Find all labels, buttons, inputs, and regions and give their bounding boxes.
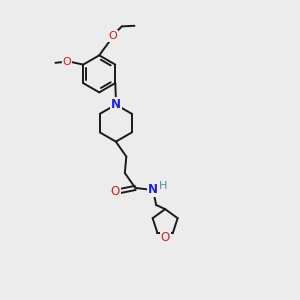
Text: O: O [109,31,117,40]
Text: O: O [62,57,71,67]
Text: N: N [148,183,158,196]
Text: O: O [160,231,170,244]
Text: N: N [111,98,121,111]
Text: H: H [159,181,167,191]
Text: O: O [110,185,120,198]
